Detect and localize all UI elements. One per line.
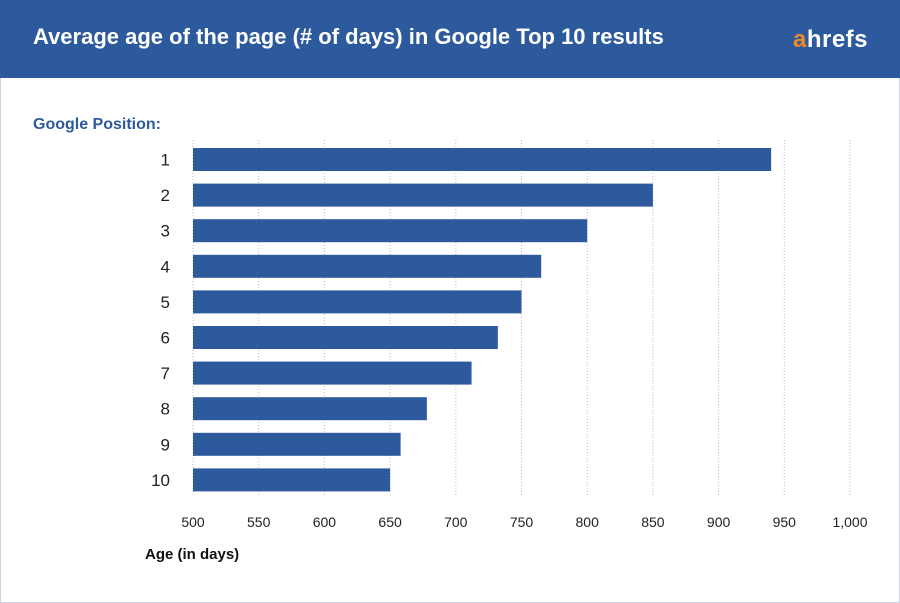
bar-position-7 (193, 361, 472, 385)
bar-position-8 (193, 397, 427, 421)
bar-position-1 (193, 148, 772, 171)
y-tick-label: 8 (161, 400, 170, 419)
x-tick-label: 800 (576, 514, 600, 530)
bar-position-4 (193, 254, 542, 278)
bar-position-6 (193, 326, 498, 349)
y-tick-label: 2 (161, 186, 170, 205)
x-tick-label: 900 (707, 514, 731, 530)
bar-position-10 (193, 468, 391, 492)
x-axis-label: Age (in days) (145, 546, 240, 563)
y-tick-label: 6 (161, 329, 170, 348)
bar-position-5 (193, 290, 522, 314)
x-tick-label: 1,000 (832, 514, 867, 530)
x-tick-label: 550 (247, 514, 271, 530)
x-tick-label: 500 (181, 514, 205, 530)
header-banner: Average age of the page (# of days) in G… (0, 0, 900, 78)
x-tick-label: 600 (313, 514, 337, 530)
x-tick-label: 950 (773, 514, 797, 530)
x-tick-label: 650 (378, 514, 402, 530)
y-tick-label: 10 (151, 471, 170, 490)
x-tick-label: 700 (444, 514, 468, 530)
y-tick-label: 1 (161, 151, 170, 170)
chart-title: Average age of the page (# of days) in G… (33, 24, 664, 49)
y-tick-label: 3 (161, 222, 170, 241)
bar-position-9 (193, 432, 401, 456)
bar-position-2 (193, 183, 653, 207)
y-tick-label: 4 (161, 257, 170, 276)
y-tick-label: 7 (161, 364, 170, 383)
y-axis-label: Google Position: (33, 116, 161, 133)
ahrefs-logo: ahrefs (792, 26, 868, 53)
bar-position-3 (193, 219, 588, 243)
x-tick-label: 750 (510, 514, 534, 530)
y-tick-label: 5 (161, 293, 170, 312)
y-tick-label: 9 (161, 435, 170, 454)
x-tick-label: 850 (641, 514, 665, 530)
